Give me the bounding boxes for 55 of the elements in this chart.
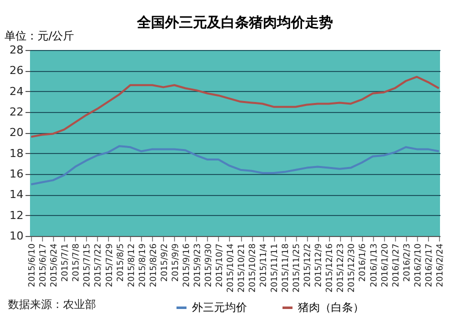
x-tick-label: 2015/10/21 bbox=[237, 244, 248, 292]
x-tick-label: 2015/8/5 bbox=[116, 244, 126, 282]
y-tick-label: 14 bbox=[10, 188, 24, 202]
x-tick-label: 2015/9/9 bbox=[170, 244, 181, 282]
x-tick-label: 2015/8/12 bbox=[126, 244, 137, 288]
y-tick-label: 24 bbox=[10, 84, 24, 98]
source-note: 数据来源：农业部 bbox=[8, 297, 96, 312]
legend-label: 猪肉（白条） bbox=[298, 300, 364, 314]
x-tick-label: 2015/12/9 bbox=[314, 244, 324, 288]
x-tick-label: 2016/1/6 bbox=[358, 244, 368, 282]
x-tick-label: 2015/6/10 bbox=[28, 244, 38, 288]
x-tick-label: 2015/6/17 bbox=[38, 244, 49, 288]
x-tick-label: 2015/11/11 bbox=[270, 244, 280, 292]
x-tick-label: 2015/7/8 bbox=[72, 244, 82, 282]
x-tick-label: 2015/10/7 bbox=[214, 244, 225, 288]
x-tick-label: 2015/10/28 bbox=[248, 244, 258, 292]
y-axis-title: 单位：元/公斤 bbox=[4, 30, 74, 42]
x-tick-label: 2015/7/22 bbox=[94, 244, 104, 288]
line-series bbox=[30, 145, 440, 186]
x-tick-label: 2016/2/24 bbox=[435, 244, 446, 288]
y-tick-label: 28 bbox=[10, 44, 24, 56]
chart-title: 全国外三元及白条猪肉均价走势 bbox=[136, 15, 333, 31]
y-tick-label: 12 bbox=[10, 208, 24, 222]
x-tick-label: 2016/2/17 bbox=[424, 244, 434, 288]
x-tick-label: 2015/12/30 bbox=[347, 244, 358, 292]
x-tick-label: 2015/8/19 bbox=[138, 244, 148, 288]
x-tick-label: 2015/9/2 bbox=[160, 244, 170, 282]
x-tick-label: 2015/9/30 bbox=[204, 244, 214, 288]
x-tick-label: 2015/11/25 bbox=[292, 244, 302, 292]
x-tick-label: 2016/2/10 bbox=[413, 244, 424, 288]
y-tick-label: 22 bbox=[10, 106, 24, 118]
x-tick-label: 2015/11/4 bbox=[259, 244, 270, 288]
y-tick-label: 20 bbox=[10, 126, 24, 140]
x-tick-label: 2015/7/29 bbox=[104, 244, 115, 288]
x-tick-label: 2016/1/13 bbox=[369, 244, 380, 288]
x-tick-label: 2015/9/23 bbox=[192, 244, 203, 288]
y-tick-label: 18 bbox=[10, 146, 24, 160]
x-tick-label: 2015/10/14 bbox=[226, 244, 236, 292]
x-tick-label: 2016/2/3 bbox=[402, 244, 412, 282]
x-tick-label: 2015/12/16 bbox=[325, 244, 336, 292]
x-tick-label: 2015/7/15 bbox=[82, 244, 93, 288]
x-tick-label: 2016/1/20 bbox=[380, 244, 390, 288]
legend-label: 外三元均价 bbox=[192, 300, 247, 314]
y-tick-label: 26 bbox=[10, 64, 24, 78]
x-tick-label: 2015/8/26 bbox=[148, 244, 159, 288]
x-tick-label: 2015/12/23 bbox=[336, 244, 346, 292]
y-tick-label: 16 bbox=[10, 168, 24, 180]
x-tick-label: 2015/12/2 bbox=[303, 244, 314, 288]
x-tick-label: 2015/7/1 bbox=[60, 244, 71, 282]
y-tick-label: 10 bbox=[10, 230, 24, 242]
x-tick-label: 2015/6/24 bbox=[50, 244, 60, 288]
x-tick-label: 2015/9/16 bbox=[182, 244, 192, 288]
x-tick-label: 2016/1/27 bbox=[391, 244, 402, 288]
x-tick-label: 2015/11/18 bbox=[281, 244, 292, 292]
line-series bbox=[30, 76, 440, 138]
